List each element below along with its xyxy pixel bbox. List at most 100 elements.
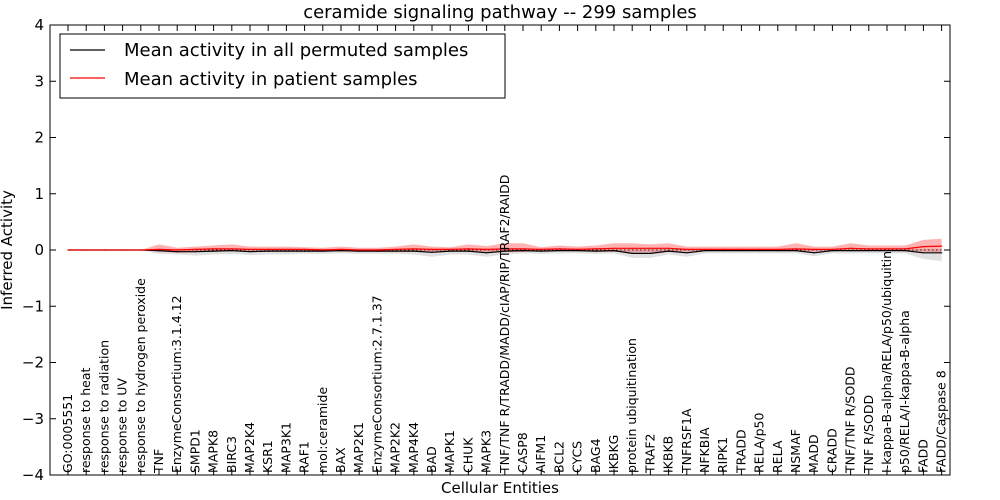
data-point-s0-7 [194, 251, 196, 253]
x-tick-label: MAP2K4 [242, 422, 257, 473]
x-tick-label: TNF/TNF R/TRADD/MADD/cIAP/RIP/TRAF2/RAID… [497, 175, 512, 474]
data-point-s0-17 [376, 250, 378, 252]
x-tick-label: BAD [424, 446, 439, 473]
x-tick-label: TNF [151, 449, 166, 474]
x-tick-label: TRAF2 [642, 433, 657, 474]
data-point-s1-9 [231, 248, 233, 250]
data-point-s0-22 [467, 250, 469, 252]
x-tick-label: CRADD [824, 428, 839, 473]
data-point-s0-11 [267, 250, 269, 252]
data-point-s0-47 [922, 252, 925, 254]
data-point-s0-18 [395, 250, 397, 252]
y-tick-label: 1 [34, 185, 44, 203]
data-point-s1-11 [267, 248, 269, 250]
data-point-s0-48 [941, 252, 943, 254]
data-point-s1-3 [122, 249, 124, 251]
x-tick-label: EnzymeConsortium:3.1.4.12 [169, 295, 184, 473]
x-tick-label: BAG4 [588, 438, 603, 473]
data-point-s0-32 [649, 252, 652, 254]
data-point-s1-1 [85, 249, 87, 251]
legend-label-permuted: Mean activity in all permuted samples [124, 40, 468, 61]
x-tick-label: TNF R/SODD [861, 395, 876, 474]
chart-title: ceramide signaling pathway -- 299 sample… [303, 2, 697, 23]
y-tick-label: 3 [34, 72, 44, 90]
legend-box [59, 33, 506, 99]
data-point-s0-16 [358, 250, 360, 252]
data-point-s0-34 [686, 252, 688, 254]
data-point-s1-14 [322, 249, 324, 251]
data-point-s0-10 [249, 251, 251, 253]
data-point-s1-0 [67, 249, 69, 251]
x-tick-label: MAP3K1 [278, 422, 293, 473]
data-point-s1-19 [413, 248, 415, 250]
data-point-s1-31 [631, 247, 633, 249]
data-point-s0-8 [213, 250, 215, 252]
data-point-s1-7 [194, 248, 196, 250]
data-point-s1-8 [213, 248, 215, 250]
x-tick-label: GO:0005551 [60, 394, 75, 473]
data-point-s1-6 [176, 249, 178, 251]
x-tick-label: mol:ceramide [315, 387, 330, 473]
data-point-s0-41 [813, 252, 815, 254]
data-point-s0-38 [759, 250, 761, 252]
x-tick-label: FADD/Caspase 8 [934, 370, 949, 473]
y-tick-label: −4 [22, 466, 44, 484]
data-point-s1-15 [340, 248, 342, 250]
x-tick-label: response to heat [78, 367, 93, 473]
data-point-s1-24 [504, 248, 506, 250]
data-point-s1-34 [686, 248, 688, 250]
x-tick-label: BIRC3 [224, 436, 239, 473]
x-tick-label: IKBKB [661, 436, 676, 473]
y-tick-label: 2 [34, 129, 44, 147]
x-tick-label: SMPD1 [187, 429, 202, 473]
data-point-s0-33 [668, 250, 670, 252]
data-point-s1-16 [358, 249, 360, 251]
x-tick-label: MAP2K2 [388, 422, 403, 473]
data-point-s1-23 [486, 248, 488, 250]
data-point-s1-13 [304, 248, 306, 250]
y-axis-label: Inferred Activity [0, 190, 16, 310]
x-tick-label: MADD [806, 434, 821, 473]
data-point-s0-26 [540, 250, 542, 252]
data-point-s1-20 [431, 248, 433, 250]
data-point-s1-26 [540, 248, 542, 250]
x-tick-label: MAPK3 [479, 430, 494, 473]
data-point-s1-17 [376, 249, 378, 251]
x-tick-label: IKBKG [606, 435, 621, 473]
data-point-s0-9 [231, 250, 233, 252]
data-point-s0-42 [831, 250, 834, 252]
data-point-s0-44 [868, 250, 870, 252]
x-tick-label: MAPK1 [442, 430, 457, 473]
data-point-s0-35 [704, 250, 706, 252]
x-tick-label: TRADD [733, 429, 748, 474]
x-tick-label: FADD [915, 439, 930, 473]
data-point-s1-32 [649, 247, 652, 249]
x-tick-label: AIFM1 [533, 435, 548, 473]
x-tick-label: CHUK [460, 437, 475, 473]
data-point-s0-6 [176, 251, 178, 253]
x-tick-label: MAP2K1 [351, 422, 366, 473]
data-point-s0-28 [577, 250, 579, 252]
data-point-s1-47 [922, 246, 925, 248]
data-point-s1-4 [140, 249, 142, 251]
data-point-s1-48 [941, 245, 943, 247]
data-point-s1-30 [613, 247, 615, 249]
data-point-s0-45 [886, 250, 888, 252]
x-tick-label: MAPK8 [206, 430, 221, 473]
y-tick-label: 0 [34, 241, 44, 259]
data-point-s0-20 [431, 251, 433, 253]
legend-label-patient: Mean activity in patient samples [124, 69, 418, 90]
x-tick-label: NSMAF [788, 429, 803, 473]
data-point-s0-27 [558, 250, 561, 252]
data-point-s1-38 [759, 248, 761, 250]
x-tick-label: response to UV [115, 378, 130, 473]
data-point-s0-29 [595, 250, 597, 252]
data-point-s0-36 [722, 250, 724, 252]
x-tick-label: RELA/p50 [752, 413, 767, 473]
legend: Mean activity in all permuted samples Me… [59, 33, 506, 99]
data-point-s1-44 [868, 248, 870, 250]
x-axis-label: Cellular Entities [441, 479, 559, 497]
data-point-s0-46 [904, 250, 906, 252]
data-point-s1-18 [395, 248, 397, 250]
